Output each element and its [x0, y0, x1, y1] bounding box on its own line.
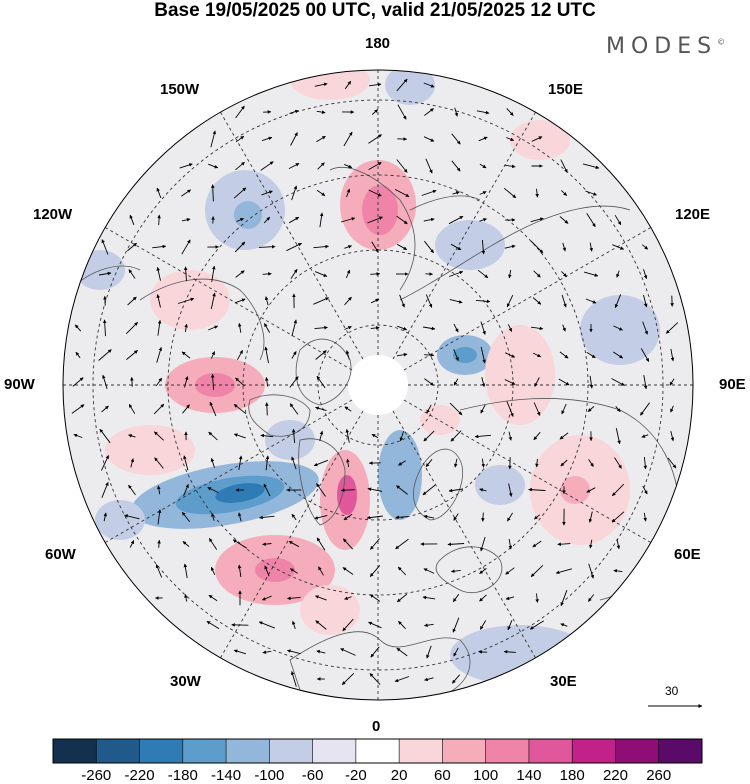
colorbar-swatch [183, 739, 227, 763]
wind-vector [263, 274, 272, 275]
colorbar-tick-label: 220 [603, 767, 628, 784]
wind-vector [370, 274, 379, 275]
lon-label-90w: 90W [4, 376, 35, 393]
lon-label-30w: 30W [170, 673, 201, 690]
colorbar-swatch [529, 739, 573, 763]
colorbar-tick-label: -60 [302, 767, 324, 784]
colorbar-swatch [615, 739, 659, 763]
lon-label-120e: 120E [675, 206, 710, 223]
colorbar [53, 739, 702, 763]
colorbar-swatch [53, 739, 97, 763]
wind-vector [159, 215, 160, 225]
lon-label-120w: 120W [33, 206, 72, 223]
lon-label-0: 0 [372, 718, 380, 735]
colorbar-swatch [96, 739, 140, 763]
colorbar-swatch [399, 739, 443, 763]
colorbar-swatch [356, 739, 400, 763]
lon-label-60e: 60E [674, 546, 701, 563]
colorbar-tick-label: -220 [125, 767, 155, 784]
colorbar-swatch [140, 739, 184, 763]
colorbar-tick-label: -140 [211, 767, 241, 784]
wind-vector [424, 355, 434, 356]
colorbar-swatch [659, 739, 703, 763]
colorbar-swatch [572, 739, 616, 763]
reference-vector-label: 30 [665, 684, 678, 698]
wind-vector [267, 403, 268, 416]
colorbar-tick-label: -180 [168, 767, 198, 784]
wind-vector [132, 377, 133, 386]
colorbar-tick-label: 260 [646, 767, 671, 784]
lon-label-150w: 150W [160, 81, 199, 98]
colorbar-tick-label: 60 [434, 767, 451, 784]
colorbar-tick-label: 180 [560, 767, 585, 784]
lon-label-90e: 90E [719, 376, 746, 393]
wind-vector [341, 490, 355, 491]
lon-label-180: 180 [365, 35, 390, 52]
colorbar-swatch [486, 739, 530, 763]
lon-label-60w: 60W [45, 546, 76, 563]
colorbar-tick-label: -100 [254, 767, 284, 784]
colorbar-swatch [313, 739, 357, 763]
wind-vector [159, 540, 160, 548]
lon-label-30e: 30E [550, 673, 577, 690]
colorbar-swatch [269, 739, 313, 763]
colorbar-tick-label: -20 [345, 767, 367, 784]
colorbar-swatch [226, 739, 270, 763]
wind-vector [483, 513, 484, 522]
colorbar-tick-label: 140 [516, 767, 541, 784]
colorbar-tick-label: -260 [81, 767, 111, 784]
map-disk [63, 60, 693, 702]
colorbar-tick-label: 20 [391, 767, 408, 784]
lon-label-150e: 150E [548, 81, 583, 98]
colorbar-tick-label: 100 [473, 767, 498, 784]
colorbar-swatch [442, 739, 486, 763]
